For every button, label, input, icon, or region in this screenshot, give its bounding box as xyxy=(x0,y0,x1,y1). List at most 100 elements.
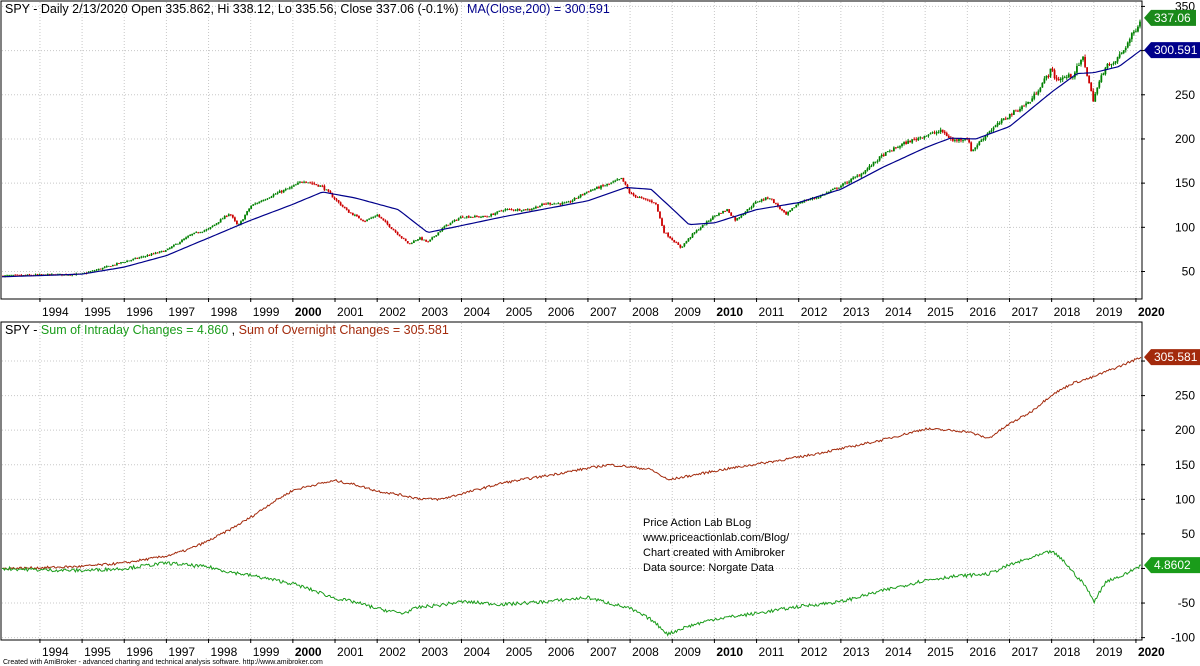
candle-body xyxy=(1039,87,1042,92)
candle-body xyxy=(663,225,665,233)
candle-body xyxy=(299,181,301,183)
candle-body xyxy=(317,184,320,187)
candle-body xyxy=(242,219,244,222)
candle-body xyxy=(992,127,995,130)
candle-body xyxy=(945,133,948,137)
candle-body xyxy=(404,238,407,241)
candle-body xyxy=(1033,93,1036,99)
candle-body xyxy=(644,198,647,200)
candle-body xyxy=(563,202,566,204)
candle-body xyxy=(892,147,895,152)
candle-body xyxy=(351,213,354,216)
candle-body xyxy=(177,243,179,245)
candle-body xyxy=(158,251,161,253)
candle-body xyxy=(433,236,436,238)
candle-body xyxy=(48,273,51,275)
candle-body xyxy=(478,216,480,218)
candle-body xyxy=(687,238,690,242)
candle-body xyxy=(1128,39,1131,43)
candle-body xyxy=(101,267,104,270)
candle-body xyxy=(634,194,637,197)
candle-body xyxy=(260,201,263,202)
candle-body xyxy=(675,242,678,244)
candle-body xyxy=(793,207,796,209)
x-tick-label: 2001 xyxy=(337,305,364,319)
candle-body xyxy=(931,132,934,134)
candle-body xyxy=(38,274,41,276)
top-title: SPY - Daily 2/13/2020 Open 335.862, Hi 3… xyxy=(5,2,610,16)
candle-body xyxy=(693,232,696,234)
bottom-panel-frame xyxy=(0,321,1143,641)
candle-body xyxy=(772,199,775,204)
candle-body xyxy=(250,205,253,209)
candle-body xyxy=(295,184,297,186)
candle-body xyxy=(225,216,228,217)
candle-body xyxy=(392,228,395,231)
candle-body xyxy=(831,188,834,191)
candle-body xyxy=(1055,77,1058,80)
candle-body xyxy=(500,210,503,212)
candle-body xyxy=(467,216,470,218)
candle-body xyxy=(801,202,804,204)
candle-body xyxy=(878,156,881,161)
candle-body xyxy=(787,212,790,215)
candle-body xyxy=(40,274,43,276)
candle-body xyxy=(256,203,259,205)
candle-body xyxy=(947,135,950,138)
candle-body xyxy=(290,186,293,188)
candle-body xyxy=(349,212,352,214)
candle-body xyxy=(1023,105,1025,107)
y-tick-label: -50 xyxy=(1178,596,1196,610)
x-tick-label: 1999 xyxy=(253,305,280,319)
candle-body xyxy=(754,201,757,204)
candle-body xyxy=(577,196,580,199)
candle-body xyxy=(728,209,731,213)
candle-body xyxy=(189,234,192,236)
candle-body xyxy=(429,239,432,242)
candle-body xyxy=(596,186,598,189)
candle-body xyxy=(581,194,584,196)
x-tick-label: 2011 xyxy=(759,645,785,659)
candle-body xyxy=(12,274,15,276)
value-badges: 337.06 300.591 305.581 4.8602 xyxy=(1144,9,1200,574)
top-title-ma: MA(Close,200) = 300.591 xyxy=(467,2,610,16)
candle-body xyxy=(716,215,718,216)
candle-body xyxy=(943,131,946,134)
candle-body xyxy=(1096,87,1099,94)
candle-body xyxy=(602,185,604,187)
candle-body xyxy=(1076,66,1078,73)
x-tick-label: 2004 xyxy=(463,305,490,319)
overnight-line xyxy=(1,356,1142,571)
candle-body xyxy=(421,237,423,240)
candle-body xyxy=(484,216,486,217)
candle-body xyxy=(227,214,230,217)
candle-body xyxy=(1104,67,1107,75)
candle-body xyxy=(819,195,822,198)
candle-body xyxy=(573,197,576,201)
candle-body xyxy=(233,217,236,221)
candle-body xyxy=(833,188,836,189)
candle-body xyxy=(541,203,543,206)
candle-body xyxy=(146,255,149,257)
candle-body xyxy=(140,256,143,258)
candle-body xyxy=(1049,68,1052,77)
top-title-main: SPY - Daily 2/13/2020 Open 335.862, Hi 3… xyxy=(5,2,459,16)
x-tick-label: 2015 xyxy=(927,645,954,659)
candle-body xyxy=(128,260,131,262)
candle-body xyxy=(522,209,525,211)
candle-body xyxy=(172,244,175,247)
candle-body xyxy=(626,184,629,189)
candle-body xyxy=(22,275,25,276)
candle-body xyxy=(1110,64,1113,66)
candle-body xyxy=(856,175,859,177)
x-tick-label: 2006 xyxy=(548,645,575,659)
candle-body xyxy=(530,209,533,211)
bottom-title-prefix: SPY - xyxy=(5,323,41,337)
x-tick-label: 1996 xyxy=(126,645,153,659)
candle-body xyxy=(862,173,865,175)
candle-body xyxy=(610,182,613,184)
candle-body xyxy=(1126,42,1129,48)
candle-body xyxy=(272,194,275,197)
candle-body xyxy=(187,236,190,238)
candle-body xyxy=(473,215,476,218)
